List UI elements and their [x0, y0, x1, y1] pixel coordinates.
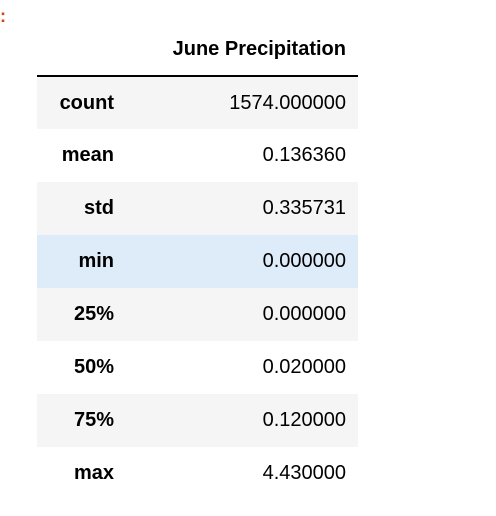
- table-row-max: max 4.430000: [37, 447, 358, 500]
- row-value: 4.430000: [262, 462, 346, 484]
- row-label: count: [59, 91, 114, 114]
- table-row-25-percent: 25% 0.000000: [37, 288, 358, 341]
- column-header-june-precipitation: June Precipitation: [133, 24, 358, 77]
- statistics-table: June Precipitation count 1574.000000 mea…: [37, 24, 358, 500]
- row-label: 50%: [73, 356, 114, 378]
- row-value: 0.020000: [262, 356, 346, 378]
- row-label: min: [78, 250, 114, 272]
- row-value: 0.335731: [262, 197, 346, 219]
- cell-output-prompt-marker: :: [0, 6, 6, 26]
- header-row: June Precipitation: [37, 24, 358, 77]
- row-value: 0.120000: [262, 409, 346, 431]
- table-header: June Precipitation: [37, 24, 358, 77]
- table-row-50-percent: 50% 0.020000: [37, 341, 358, 394]
- row-value: 0.000000: [262, 303, 346, 325]
- row-value: 1574.000000: [229, 91, 346, 114]
- table-row-std: std 0.335731: [37, 182, 358, 235]
- row-value: 0.136360: [262, 144, 346, 166]
- row-label: mean: [61, 144, 114, 166]
- row-label: std: [84, 197, 114, 219]
- table-row-75-percent: 75% 0.120000: [37, 394, 358, 447]
- row-label: 25%: [73, 303, 114, 325]
- index-header-cell: [37, 24, 133, 77]
- describe-output-table-container: June Precipitation count 1574.000000 mea…: [37, 24, 358, 500]
- table-body: count 1574.000000 mean 0.136360 std 0.33…: [37, 76, 358, 500]
- table-row-count: count 1574.000000: [37, 76, 358, 129]
- row-label: 75%: [73, 409, 114, 431]
- row-value: 0.000000: [262, 250, 346, 272]
- row-label: max: [73, 462, 114, 484]
- table-row-min: min 0.000000: [37, 235, 358, 288]
- table-row-mean: mean 0.136360: [37, 129, 358, 182]
